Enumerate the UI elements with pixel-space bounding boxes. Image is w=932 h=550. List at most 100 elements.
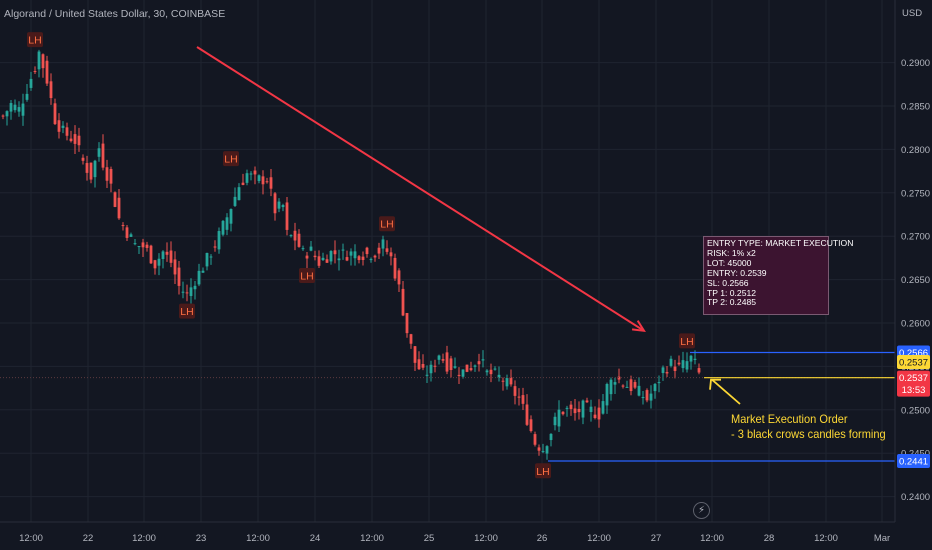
callout-arrow-head: [709, 378, 721, 390]
chart-title: Algorand / United States Dollar, 30, COI…: [4, 8, 226, 20]
candle: [301, 245, 305, 251]
candle: [365, 246, 369, 258]
y-tick-label: 0.2600: [901, 319, 930, 330]
lightning-icon[interactable]: ⚡: [693, 502, 710, 519]
candle-body: [573, 408, 577, 414]
candle: [57, 113, 61, 139]
lh-marker-label: LH: [28, 35, 41, 47]
candle: [609, 377, 613, 401]
candle-body: [269, 177, 273, 189]
candle: [465, 364, 469, 373]
candle: [649, 385, 653, 409]
candle: [653, 382, 657, 399]
candle-body: [189, 287, 193, 297]
candle-body: [401, 288, 405, 316]
candle: [73, 125, 77, 154]
candle: [317, 250, 321, 269]
candle: [281, 203, 285, 212]
candle-body: [309, 246, 313, 251]
candle: [285, 196, 289, 236]
candle: [633, 379, 637, 390]
y-tick-label: 0.2800: [901, 145, 930, 156]
candle-body: [53, 103, 57, 125]
candle: [613, 377, 617, 395]
x-tick-label: 28: [764, 533, 775, 544]
candle-body: [341, 249, 345, 251]
candle-body: [565, 407, 569, 409]
candle: [605, 382, 609, 414]
candle-body: [481, 359, 485, 361]
candle: [293, 222, 297, 251]
candle-body: [353, 251, 357, 259]
candle: [677, 355, 681, 366]
candle-body: [121, 225, 125, 227]
candle-body: [569, 404, 573, 410]
lh-marker-label: LH: [380, 219, 393, 231]
candle-body: [393, 257, 397, 279]
order-info-box: ENTRY TYPE: MARKET EXECUTION RISK: 1% x2…: [703, 236, 853, 315]
candle: [441, 353, 445, 364]
candle: [169, 241, 173, 268]
candle: [273, 191, 277, 221]
candle-body: [585, 400, 589, 403]
candle: [113, 191, 117, 208]
candle-body: [5, 111, 9, 117]
candle: [129, 232, 133, 237]
candle-body: [217, 231, 221, 250]
candle: [153, 259, 157, 275]
candle-body: [457, 374, 461, 376]
lh-marker: LH: [223, 151, 239, 167]
x-tick-label: 12:00: [360, 533, 384, 544]
order-sl: SL: 0.2566: [707, 277, 749, 288]
candle: [265, 177, 269, 184]
x-tick-label: 22: [83, 533, 94, 544]
candle: [669, 355, 673, 368]
candle: [409, 333, 413, 349]
candle-body: [369, 259, 373, 261]
candle-body: [397, 270, 401, 285]
candle-body: [281, 205, 285, 208]
candle: [349, 248, 353, 266]
x-tick-label: 12:00: [19, 533, 43, 544]
y-tick-label: 0.2750: [901, 188, 930, 199]
trend-arrow-head: [631, 320, 646, 333]
callout-arrow-line: [711, 379, 741, 405]
candle-body: [277, 201, 281, 209]
x-tick-label: 12:00: [474, 533, 498, 544]
candle-body: [37, 51, 41, 70]
candle-body: [561, 411, 565, 415]
candle-body: [593, 414, 597, 419]
x-tick-label: 12:00: [587, 533, 611, 544]
order-tp2: TP 2: 0.2485: [707, 297, 757, 308]
candle-body: [409, 334, 413, 344]
candle: [497, 366, 501, 382]
candle: [361, 251, 365, 266]
candle: [685, 352, 689, 373]
candle-body: [41, 54, 45, 69]
candle-body: [417, 359, 421, 370]
candle: [101, 134, 105, 171]
candle-body: [385, 248, 389, 252]
candle: [25, 83, 29, 102]
candle: [133, 238, 137, 246]
lh-marker-label: LH: [300, 270, 313, 282]
lh-marker-badge: [379, 216, 395, 232]
candle: [517, 388, 521, 406]
lh-marker-badge: [299, 267, 315, 283]
candle-body: [449, 358, 453, 371]
candle-body: [165, 251, 169, 255]
candle: [145, 241, 149, 252]
candle-body: [297, 233, 301, 247]
candle-body: [61, 125, 65, 128]
candle: [525, 394, 529, 427]
candle-body: [193, 285, 197, 290]
candle: [381, 235, 385, 257]
order-lot: LOT: 45000: [707, 257, 752, 268]
candle-body: [137, 246, 141, 248]
lh-marker-badge: [179, 303, 195, 319]
lh-marker-label: LH: [536, 466, 549, 478]
x-tick-label: 26: [537, 533, 548, 544]
candle-body: [181, 291, 185, 293]
candle-body: [625, 386, 629, 388]
